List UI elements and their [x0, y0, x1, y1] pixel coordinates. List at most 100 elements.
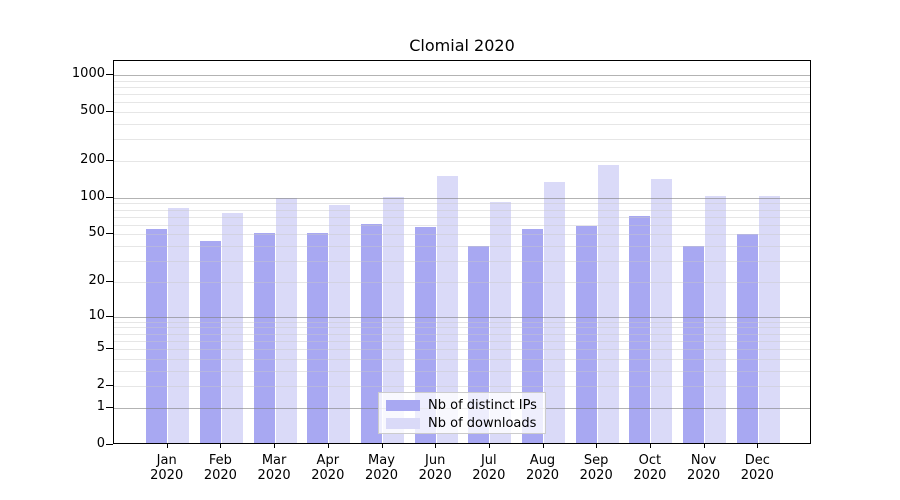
x-tick-mark [327, 444, 329, 448]
gridline-minor [114, 370, 810, 372]
legend-swatch-distinct-ips [386, 399, 420, 411]
y-tick-mark [106, 406, 113, 408]
gridline-minor [114, 139, 810, 141]
x-tick-year: 2020 [364, 468, 399, 483]
gridline-minor [114, 161, 810, 162]
x-tick-month: Feb [208, 453, 232, 468]
x-tick-month: Sep [583, 453, 609, 468]
x-tick-year: 2020 [472, 468, 506, 483]
gridline-minor [114, 333, 810, 335]
x-tick-year: 2020 [203, 468, 237, 483]
gridline-minor [114, 112, 810, 113]
x-tick-year: 2020 [579, 468, 613, 483]
x-tick-year: 2020 [740, 468, 774, 483]
x-tick-year: 2020 [687, 468, 721, 483]
x-tick-label-aug: Aug 2020 [503, 453, 583, 483]
gridline-minor [114, 216, 810, 218]
bar-apr-downloads [329, 205, 351, 443]
gridline-minor [114, 224, 810, 226]
x-tick-label-nov: Nov 2020 [664, 453, 744, 483]
legend-swatch-downloads [386, 417, 420, 429]
y-tick-mark [106, 385, 113, 387]
x-tick-label-mar: Mar 2020 [234, 453, 314, 483]
x-tick-label-may: May 2020 [342, 453, 422, 483]
y-tick-mark [106, 444, 113, 445]
x-tick-month: Nov [690, 453, 717, 468]
bar-oct-downloads [651, 179, 673, 443]
x-tick-month: May [368, 453, 395, 468]
gridline-minor [114, 246, 810, 248]
x-tick-year: 2020 [418, 468, 452, 483]
x-tick-month: Jun [425, 453, 446, 468]
y-tick-mark [106, 280, 113, 282]
bar-feb-downloads [221, 213, 243, 443]
y-tick-mark [106, 196, 113, 198]
y-tick-label: 1000 [71, 66, 105, 81]
bar-aug-distinct-ips [522, 229, 543, 443]
y-tick-mark [106, 348, 113, 349]
x-tick-year: 2020 [633, 468, 667, 483]
legend-label-distinct-ips: Nb of distinct IPs [428, 397, 537, 413]
x-tick-mark [542, 444, 544, 448]
gridline-minor [114, 86, 810, 88]
x-tick-mark [166, 444, 168, 448]
gridline-minor [114, 386, 810, 388]
bar-jan-downloads [168, 208, 190, 443]
bar-jul-downloads [490, 202, 512, 443]
gridline-minor [114, 261, 810, 263]
bar-may-downloads [383, 197, 404, 443]
y-tick-label: 20 [88, 272, 105, 288]
y-tick-label: 2 [96, 377, 105, 393]
gridline-minor [114, 340, 810, 342]
bar-apr-distinct-ips [307, 233, 329, 443]
gridline-minor [114, 209, 810, 211]
x-tick-month: Jan [156, 453, 177, 468]
bar-sep-downloads [597, 165, 619, 443]
x-tick-month: Oct [638, 453, 662, 468]
y-tick-label: 200 [80, 152, 105, 167]
x-tick-mark [435, 444, 437, 448]
y-tick-label: 0 [96, 436, 105, 451]
bar-mar-downloads [275, 198, 297, 443]
y-tick-mark [106, 74, 113, 75]
bar-jun-distinct-ips [414, 226, 436, 443]
gridline-minor [114, 94, 810, 95]
gridline-major [114, 316, 810, 318]
y-tick-label: 100 [80, 188, 105, 204]
x-tick-month: Dec [744, 453, 770, 468]
bar-oct-distinct-ips [629, 215, 651, 443]
x-tick-label-jun: Jun 2020 [395, 453, 475, 483]
bar-dec-distinct-ips [736, 234, 758, 443]
x-tick-label-apr: Apr 2020 [288, 453, 368, 483]
x-tick-mark [274, 444, 276, 448]
bar-mar-distinct-ips [253, 233, 275, 443]
bar-dec-downloads [758, 195, 780, 443]
gridline-minor [114, 102, 810, 104]
y-tick-label: 1 [96, 398, 105, 414]
gridline-minor [114, 358, 810, 360]
x-tick-year: 2020 [311, 468, 345, 483]
gridline-minor [114, 80, 810, 82]
gridline-minor [114, 203, 810, 205]
legend-row-downloads: Nb of downloads [379, 414, 545, 432]
y-tick-label: 5 [96, 340, 105, 355]
x-tick-mark [220, 444, 222, 448]
gridline-minor [114, 234, 810, 236]
x-tick-mark [757, 444, 759, 448]
bar-jun-downloads [436, 175, 458, 443]
bar-may-distinct-ips [361, 224, 382, 443]
legend: Nb of distinct IPs Nb of downloads [378, 392, 546, 434]
x-tick-label-sep: Sep 2020 [556, 453, 636, 483]
gridline-minor [114, 321, 810, 323]
x-tick-mark [488, 444, 490, 448]
y-tick-mark [106, 111, 113, 112]
bar-aug-downloads [544, 181, 565, 443]
bar-nov-distinct-ips [683, 246, 705, 443]
bar-sep-distinct-ips [575, 225, 597, 443]
x-tick-month: Apr [316, 453, 340, 468]
x-tick-month: Aug [529, 453, 556, 468]
gridline-minor [114, 281, 810, 283]
bar-feb-distinct-ips [199, 241, 221, 443]
bar-jan-distinct-ips [146, 229, 168, 443]
